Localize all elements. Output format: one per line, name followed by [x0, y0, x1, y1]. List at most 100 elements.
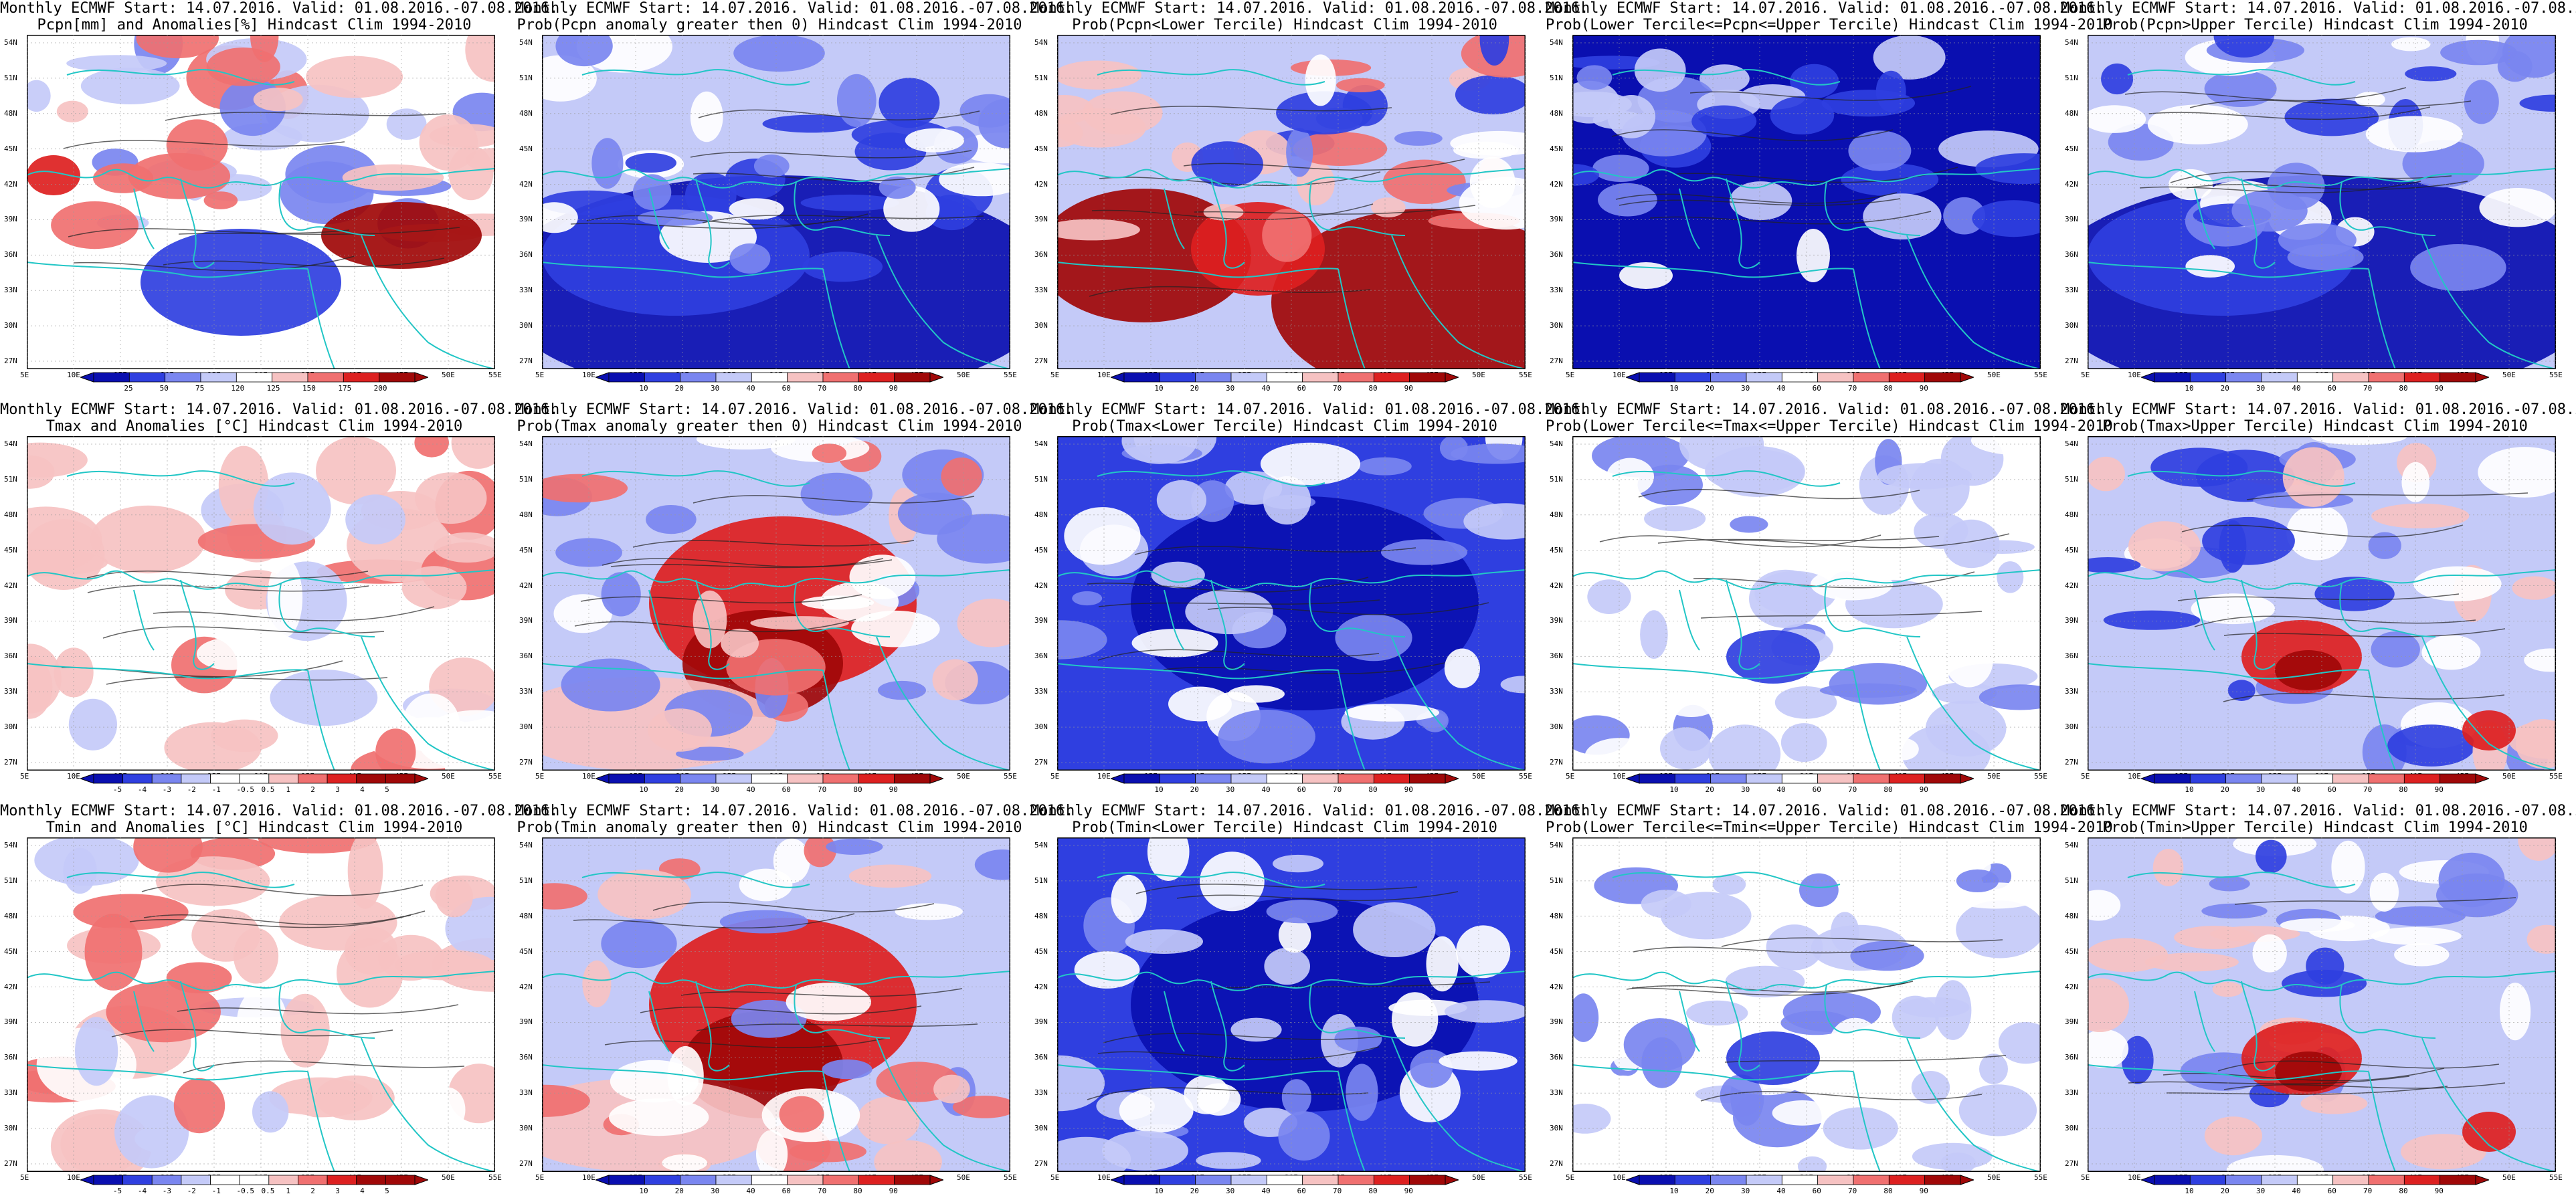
colorbar-swatch	[1195, 1175, 1232, 1185]
coastline	[2088, 971, 2556, 991]
field-patch	[2088, 105, 2146, 133]
field-patch	[1831, 912, 1859, 952]
lon-tick-label: 55E	[488, 772, 502, 781]
field-patch	[415, 472, 487, 524]
coastline	[1572, 168, 2041, 189]
field-patch	[753, 155, 790, 178]
coastline	[822, 268, 850, 369]
coastline	[1057, 569, 1526, 590]
field-patch	[2401, 1134, 2486, 1170]
lat-tick-label: 27N	[1034, 357, 1048, 365]
colorbar-label: 50	[159, 384, 169, 393]
contour-line	[2170, 171, 2452, 183]
map-area: 54N51N48N45N42N39N36N33N30N27N5E10E15E20…	[2065, 837, 2563, 1182]
colorbar-label: 80	[853, 785, 862, 794]
colorbar-label: 25	[124, 384, 133, 393]
contour-line	[698, 109, 980, 120]
field-patch	[133, 837, 203, 873]
field-patch	[1998, 1022, 2041, 1064]
lat-tick-label: 39N	[4, 616, 17, 625]
colorbar	[594, 773, 945, 784]
coastline	[1057, 971, 1526, 991]
lat-tick-label: 42N	[2065, 179, 2078, 189]
lat-tick-label: 48N	[4, 510, 17, 519]
colorbar-swatch	[1888, 1175, 1926, 1185]
coastline	[1572, 663, 1854, 680]
lat-tick-label: 30N	[1550, 1124, 1563, 1133]
forecast-panel: Monthly ECMWF Start: 14.07.2016. Valid: …	[515, 803, 1073, 1204]
lon-tick-label: 10E	[67, 371, 80, 379]
colorbar-label: 10	[2185, 1187, 2194, 1195]
contour-line	[2189, 100, 2472, 108]
field-patch	[1686, 1000, 1748, 1026]
field-patch	[676, 746, 744, 761]
coastline	[1572, 569, 2041, 590]
coastline	[695, 579, 730, 670]
contour-line	[1693, 571, 1975, 589]
colorbar-swatch	[1853, 372, 1890, 383]
field-patch	[542, 474, 628, 503]
colorbar-swatch	[1674, 372, 1712, 383]
lat-tick-label: 33N	[1550, 1088, 1563, 1098]
field-patch	[1380, 539, 1468, 565]
lat-tick-label: 54N	[1034, 841, 1048, 849]
field-patch	[610, 1060, 699, 1103]
coastline	[66, 69, 295, 86]
colorbar-swatch	[1746, 372, 1782, 383]
field-patch	[952, 1096, 1010, 1118]
lon-tick-label: 5E	[1566, 371, 1575, 379]
panel-title: Monthly ECMWF Start: 14.07.2016. Valid: …	[2061, 401, 2576, 435]
contour-line	[163, 258, 445, 268]
colorbar-container: 10 20 30 40 60 70 80 90	[1625, 1175, 1975, 1201]
colorbar-label: 1	[286, 1187, 290, 1195]
field-patch	[693, 590, 727, 649]
lon-tick-label: 55E	[1004, 772, 1017, 781]
field-patch	[802, 595, 875, 610]
colorbar-swatch	[356, 773, 386, 784]
lat-tick-label: 45N	[1034, 545, 1048, 555]
lat-tick-label: 48N	[1034, 911, 1048, 920]
contour-line	[1724, 1055, 2007, 1063]
field-patch	[1064, 507, 1141, 565]
contour-line	[1110, 106, 1392, 115]
field-patch	[1263, 476, 1311, 525]
lon-tick-label: 5E	[2081, 1173, 2090, 1182]
field-patch	[1912, 1142, 1993, 1171]
lat-tick-label: 42N	[4, 581, 17, 590]
lon-tick-label: 5E	[20, 1173, 29, 1182]
coastline	[1057, 663, 1339, 680]
colorbar-swatch	[644, 773, 681, 784]
colorbar-label: 40	[746, 785, 755, 794]
colorbar-arrow-left	[2140, 1175, 2155, 1185]
contour-line	[632, 540, 915, 548]
field-patch	[1799, 873, 1839, 907]
field-patch	[2209, 876, 2250, 892]
panel-title: Monthly ECMWF Start: 14.07.2016. Valid: …	[515, 803, 1073, 836]
field-patch	[1797, 229, 1830, 282]
colorbar-swatch	[2403, 372, 2441, 383]
field-patch	[1500, 676, 1526, 694]
field-patch	[800, 194, 899, 211]
colorbar-swatch	[1195, 372, 1232, 383]
lat-tick-label: 48N	[2065, 108, 2078, 118]
field-patch	[762, 114, 861, 133]
lat-tick-label: 27N	[1034, 758, 1048, 767]
field-patch	[2147, 104, 2248, 144]
colorbar-swatch	[2189, 773, 2227, 784]
colorbar-swatch	[239, 1175, 270, 1185]
contour-line	[1089, 286, 1371, 297]
field-patch	[233, 928, 279, 984]
colorbar-container: 10 20 30 40 60 70 80 90	[1109, 372, 1460, 399]
field-patch	[1644, 506, 1706, 532]
colorbar-label: 80	[2399, 384, 2408, 393]
lat-tick-label: 48N	[1550, 510, 1563, 519]
lon-tick-label: 55E	[488, 1173, 502, 1182]
colorbar-swatch	[2296, 1175, 2334, 1185]
map-svg	[542, 436, 1010, 771]
lat-tick-label: 36N	[2065, 651, 2078, 661]
field-patch	[136, 35, 219, 59]
field-patch	[2020, 449, 2041, 475]
field-patch	[874, 1140, 942, 1172]
colorbar-label: 2	[310, 1187, 315, 1195]
contour-line	[693, 167, 975, 182]
